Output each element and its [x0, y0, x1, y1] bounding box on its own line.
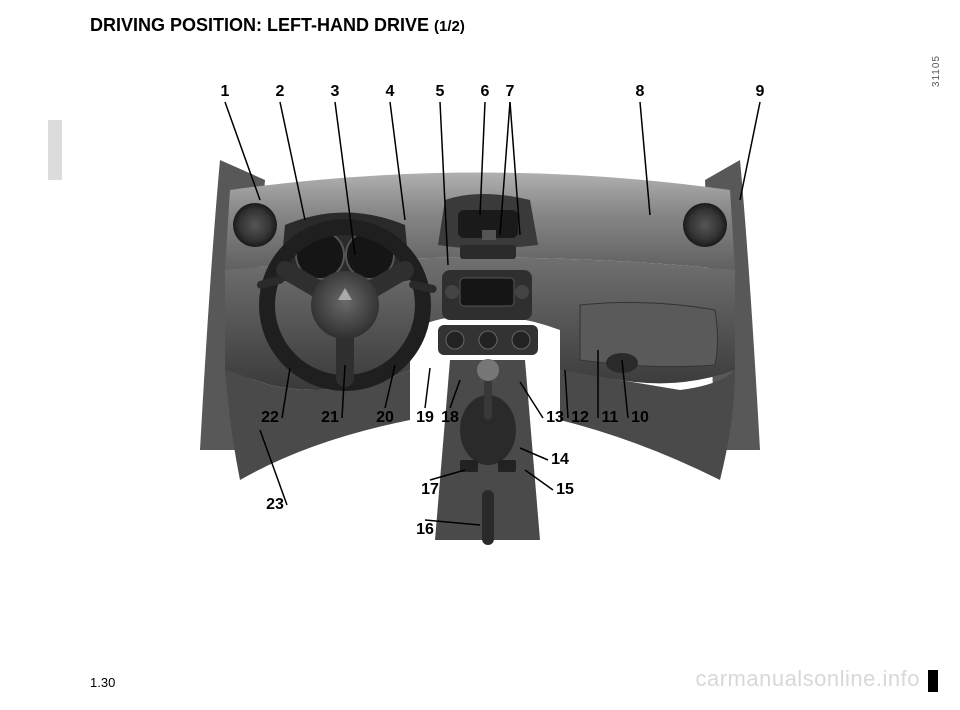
dashboard-svg: [160, 70, 800, 560]
callout-11: 11: [602, 409, 619, 427]
console-switch: [498, 460, 516, 472]
watermark: carmanualsonline.info: [695, 666, 920, 692]
callout-8: 8: [636, 83, 645, 101]
callout-23: 23: [266, 496, 284, 514]
hazard-switch: [482, 230, 496, 240]
title-main: DRIVING POSITION: LEFT-HAND DRIVE: [90, 15, 434, 35]
callout-22: 22: [261, 409, 279, 427]
radio-knob-left: [445, 285, 459, 299]
climate-knob: [512, 331, 530, 349]
callout-7: 7: [506, 83, 515, 101]
callout-13: 13: [546, 409, 564, 427]
callout-1: 1: [221, 83, 230, 101]
shifter-knob: [477, 359, 499, 381]
callout-16: 16: [416, 521, 434, 539]
callout-9: 9: [756, 83, 765, 101]
leader-9: [740, 102, 760, 200]
page-margin-indicator: [48, 0, 62, 710]
title-sub: (1/2): [434, 18, 465, 35]
callout-19: 19: [416, 409, 434, 427]
page-number: 1.30: [90, 675, 115, 690]
dashboard-diagram: 1234567891011121314151617181920212223: [160, 70, 800, 560]
margin-segment-active: [48, 120, 62, 180]
manual-page: DRIVING POSITION: LEFT-HAND DRIVE (1/2) …: [0, 0, 960, 710]
callout-5: 5: [436, 83, 445, 101]
callout-14: 14: [551, 451, 569, 469]
callout-15: 15: [556, 481, 574, 499]
page-edge-tab: [928, 670, 938, 692]
steering-hub: [311, 271, 379, 339]
glovebox: [580, 302, 718, 366]
leader-19: [425, 368, 430, 408]
margin-segment: [48, 0, 62, 120]
callout-2: 2: [276, 83, 285, 101]
page-title: DRIVING POSITION: LEFT-HAND DRIVE (1/2): [90, 15, 465, 36]
callout-20: 20: [376, 409, 394, 427]
margin-segment: [48, 180, 62, 710]
callout-3: 3: [331, 83, 340, 101]
callout-12: 12: [571, 409, 589, 427]
climate-knob: [479, 331, 497, 349]
radio-display: [460, 278, 514, 306]
radio-knob-right: [515, 285, 529, 299]
callout-10: 10: [631, 409, 649, 427]
callout-21: 21: [321, 409, 339, 427]
callout-18: 18: [441, 409, 459, 427]
right-vent: [683, 203, 727, 247]
callout-17: 17: [421, 481, 439, 499]
center-vents: [460, 245, 516, 259]
document-code: 31105: [931, 55, 942, 87]
callout-6: 6: [481, 83, 490, 101]
left-vent: [233, 203, 277, 247]
climate-knob: [446, 331, 464, 349]
handbrake: [482, 490, 494, 545]
callout-4: 4: [386, 83, 395, 101]
